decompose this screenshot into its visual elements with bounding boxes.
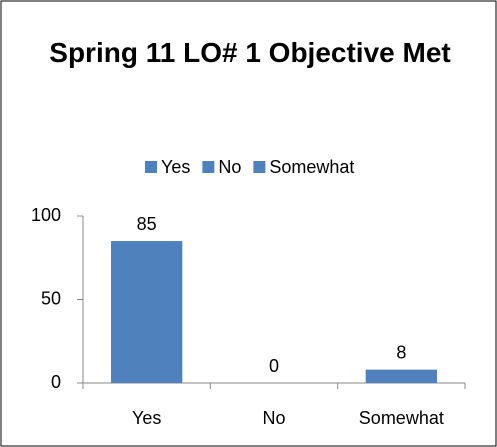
legend-swatch — [253, 161, 266, 173]
bar — [365, 369, 437, 383]
x-tick-label: Yes — [132, 408, 161, 428]
data-label: 8 — [396, 342, 406, 362]
chart-title: Spring 11 LO# 1 Objective Met — [49, 37, 451, 68]
data-label: 85 — [137, 214, 157, 234]
y-tick-label: 50 — [41, 288, 61, 308]
data-label: 0 — [269, 356, 279, 376]
y-tick-label: 0 — [51, 372, 61, 392]
bar — [111, 241, 183, 383]
legend-swatch — [202, 161, 215, 173]
x-tick-label: No — [262, 408, 285, 428]
legend-label: No — [218, 157, 241, 177]
legend-label: Yes — [161, 157, 190, 177]
x-tick-label: Somewhat — [359, 408, 444, 428]
legend-label: Somewhat — [269, 157, 354, 177]
legend-swatch — [145, 161, 157, 173]
y-tick-label: 100 — [31, 205, 61, 225]
